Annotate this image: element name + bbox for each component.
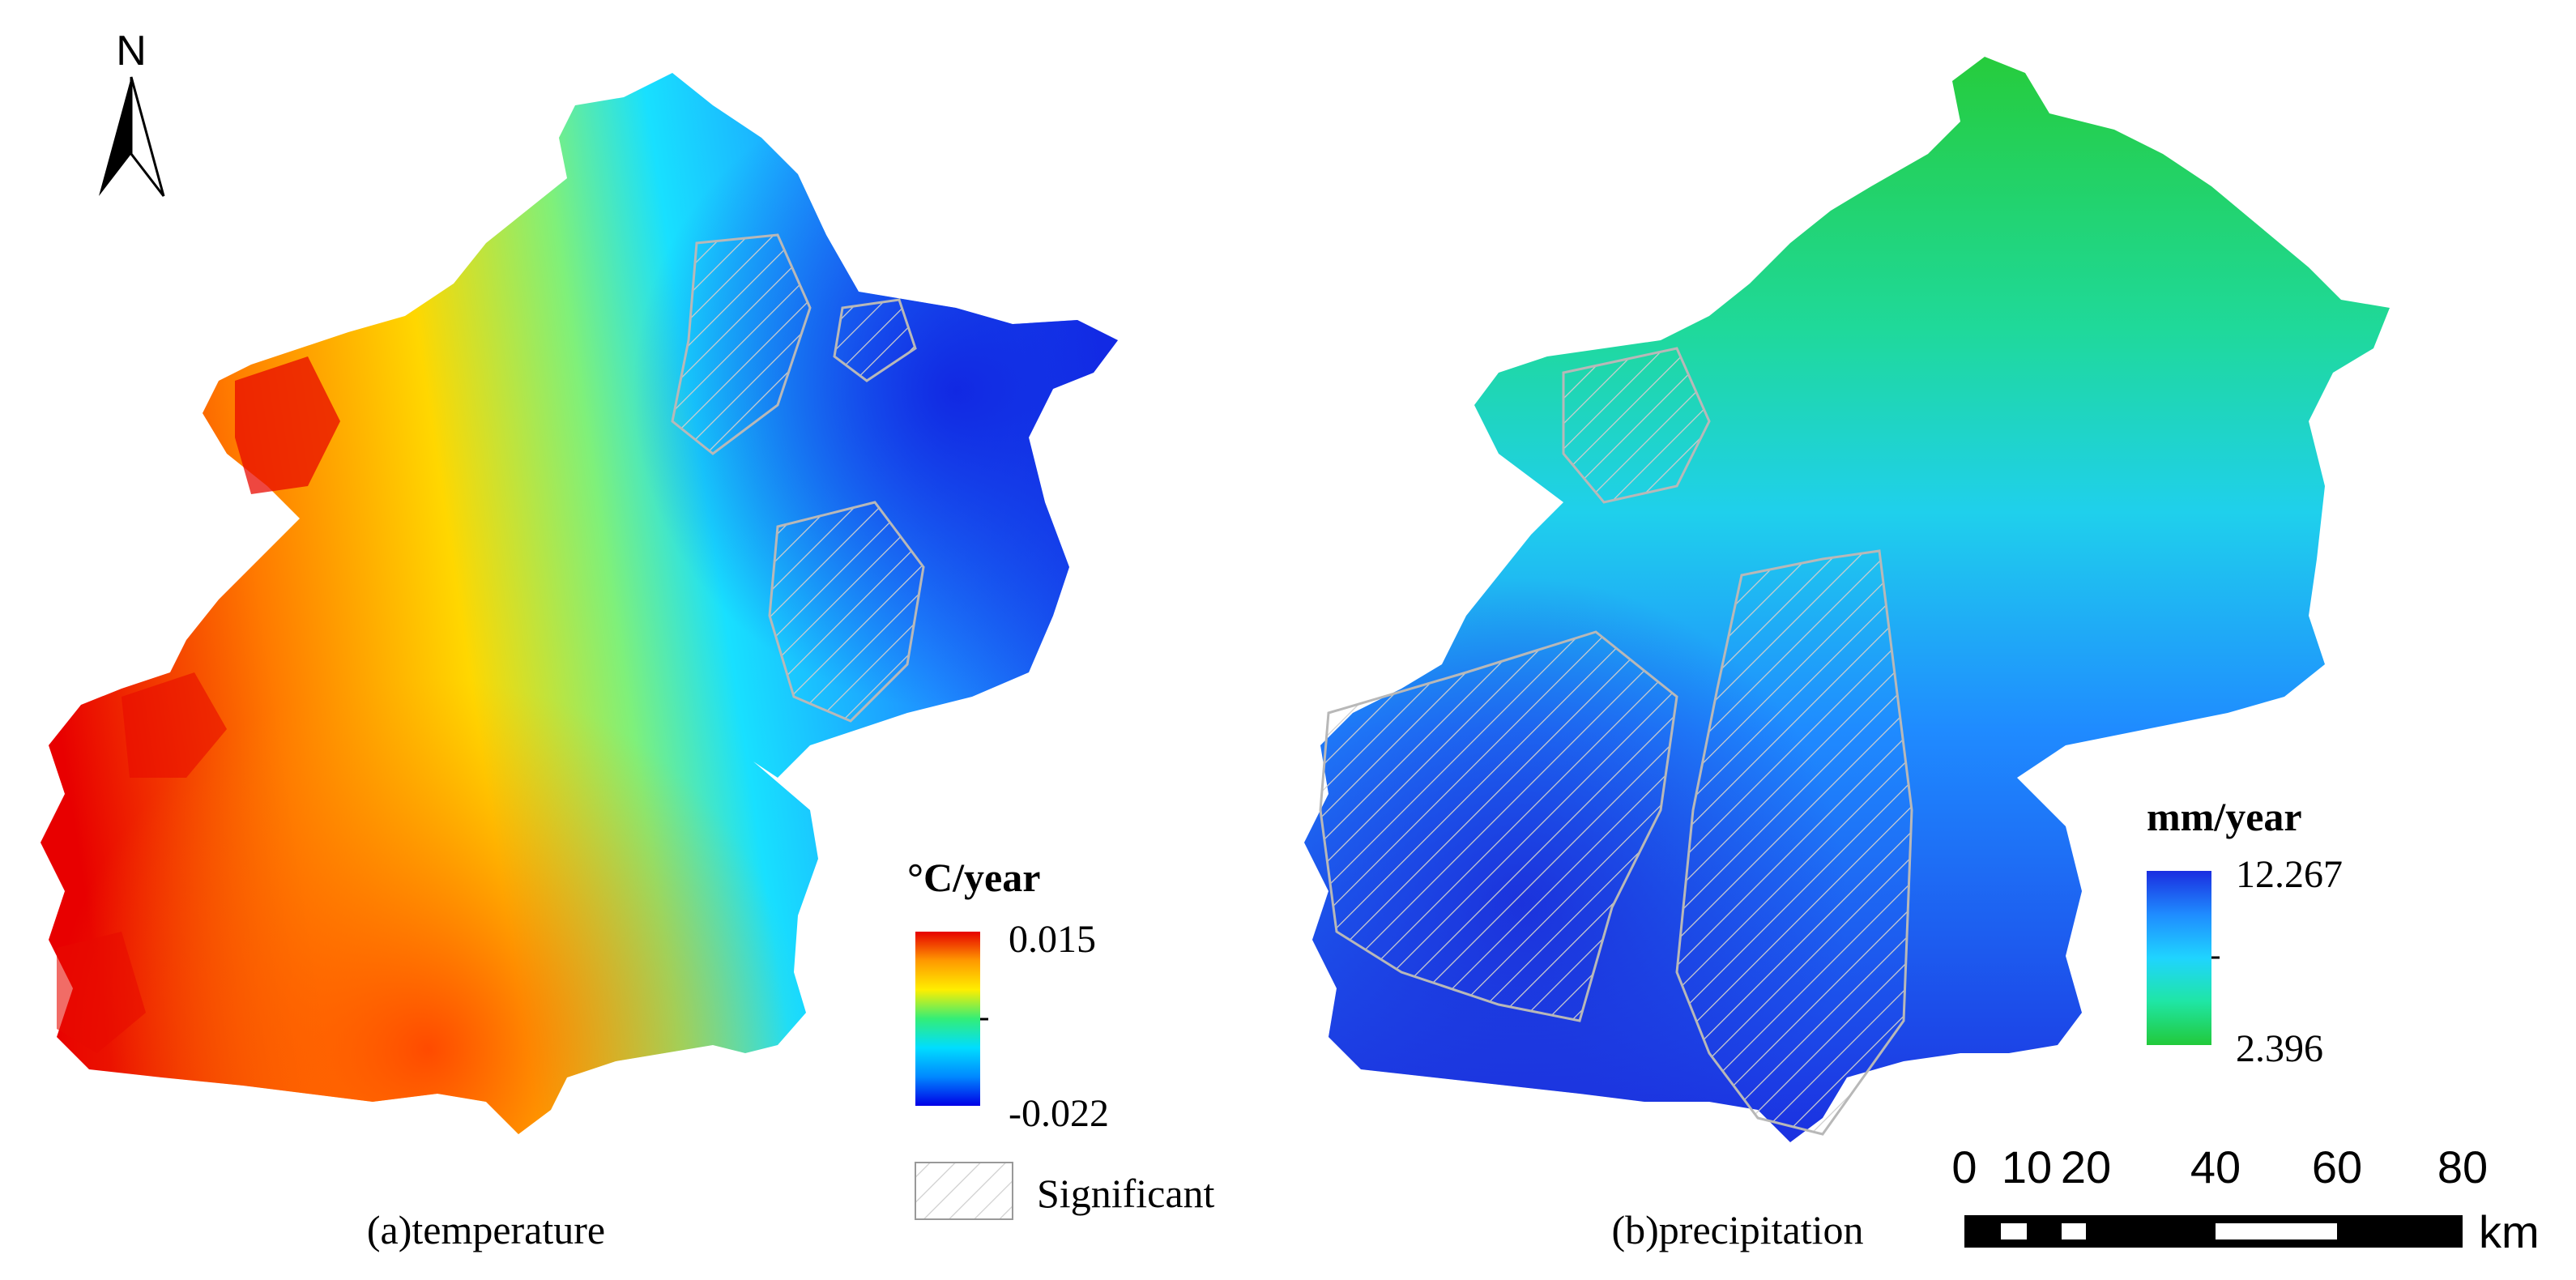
precipitation-legend-title: mm/year xyxy=(2147,794,2302,839)
precipitation-color-ramp xyxy=(2147,871,2211,1045)
temperature-legend-min: -0.022 xyxy=(1009,1092,1109,1135)
scale-bar-segment-light-2 xyxy=(2062,1223,2086,1239)
scale-bar: 0 10 20 40 60 80 km xyxy=(1951,1141,2539,1257)
temperature-hotspot-southwest xyxy=(57,932,146,1053)
significance-label: Significant xyxy=(1037,1171,1215,1216)
temperature-legend-title: °C/year xyxy=(907,855,1040,900)
scale-tick-80: 80 xyxy=(2437,1141,2488,1193)
scale-tick-10: 10 xyxy=(2002,1141,2052,1193)
precipitation-legend: mm/year 12.267 2.396 xyxy=(2147,794,2343,1070)
precipitation-caption: (b)precipitation xyxy=(1612,1207,1864,1252)
scale-bar-frame xyxy=(1964,1215,2463,1248)
scale-tick-40: 40 xyxy=(2190,1141,2241,1193)
scale-bar-segment-light-3 xyxy=(2216,1223,2337,1239)
north-arrow-light-half xyxy=(130,76,165,197)
north-arrow-dark-half xyxy=(99,77,131,196)
precipitation-map xyxy=(1304,57,2390,1142)
precipitation-significant-zone-central xyxy=(1675,549,1913,1136)
significance-legend: Significant xyxy=(915,1162,1215,1220)
scale-bar-segment-light-1 xyxy=(2001,1223,2027,1239)
precipitation-significant-zone-north xyxy=(1562,347,1711,504)
precipitation-significant-zone-southwest xyxy=(1319,630,1678,1022)
scale-tick-20: 20 xyxy=(2061,1141,2111,1193)
temperature-caption: (a)temperature xyxy=(367,1207,605,1252)
precipitation-legend-max: 12.267 xyxy=(2236,853,2343,896)
scale-tick-60: 60 xyxy=(2312,1141,2362,1193)
temperature-color-ramp xyxy=(915,932,980,1106)
temperature-hotspot-west xyxy=(122,672,227,778)
temperature-significant-zone-east xyxy=(768,501,925,723)
temperature-legend-max: 0.015 xyxy=(1009,918,1096,961)
temperature-significant-zone-northeast xyxy=(833,298,917,382)
north-arrow-label: N xyxy=(116,28,147,75)
scale-tick-0: 0 xyxy=(1951,1141,1977,1193)
precipitation-legend-min: 2.396 xyxy=(2236,1027,2323,1070)
temperature-legend: °C/year 0.015 -0.022 xyxy=(907,855,1109,1135)
temperature-significant-zone-north xyxy=(671,233,812,455)
north-arrow: N xyxy=(99,28,165,197)
temperature-hotspot-northwest xyxy=(235,356,340,494)
significance-swatch xyxy=(915,1162,1013,1220)
scale-bar-ticks: 0 10 20 40 60 80 xyxy=(1951,1141,2488,1193)
scale-unit: km xyxy=(2479,1206,2540,1257)
temperature-map xyxy=(41,73,1118,1134)
